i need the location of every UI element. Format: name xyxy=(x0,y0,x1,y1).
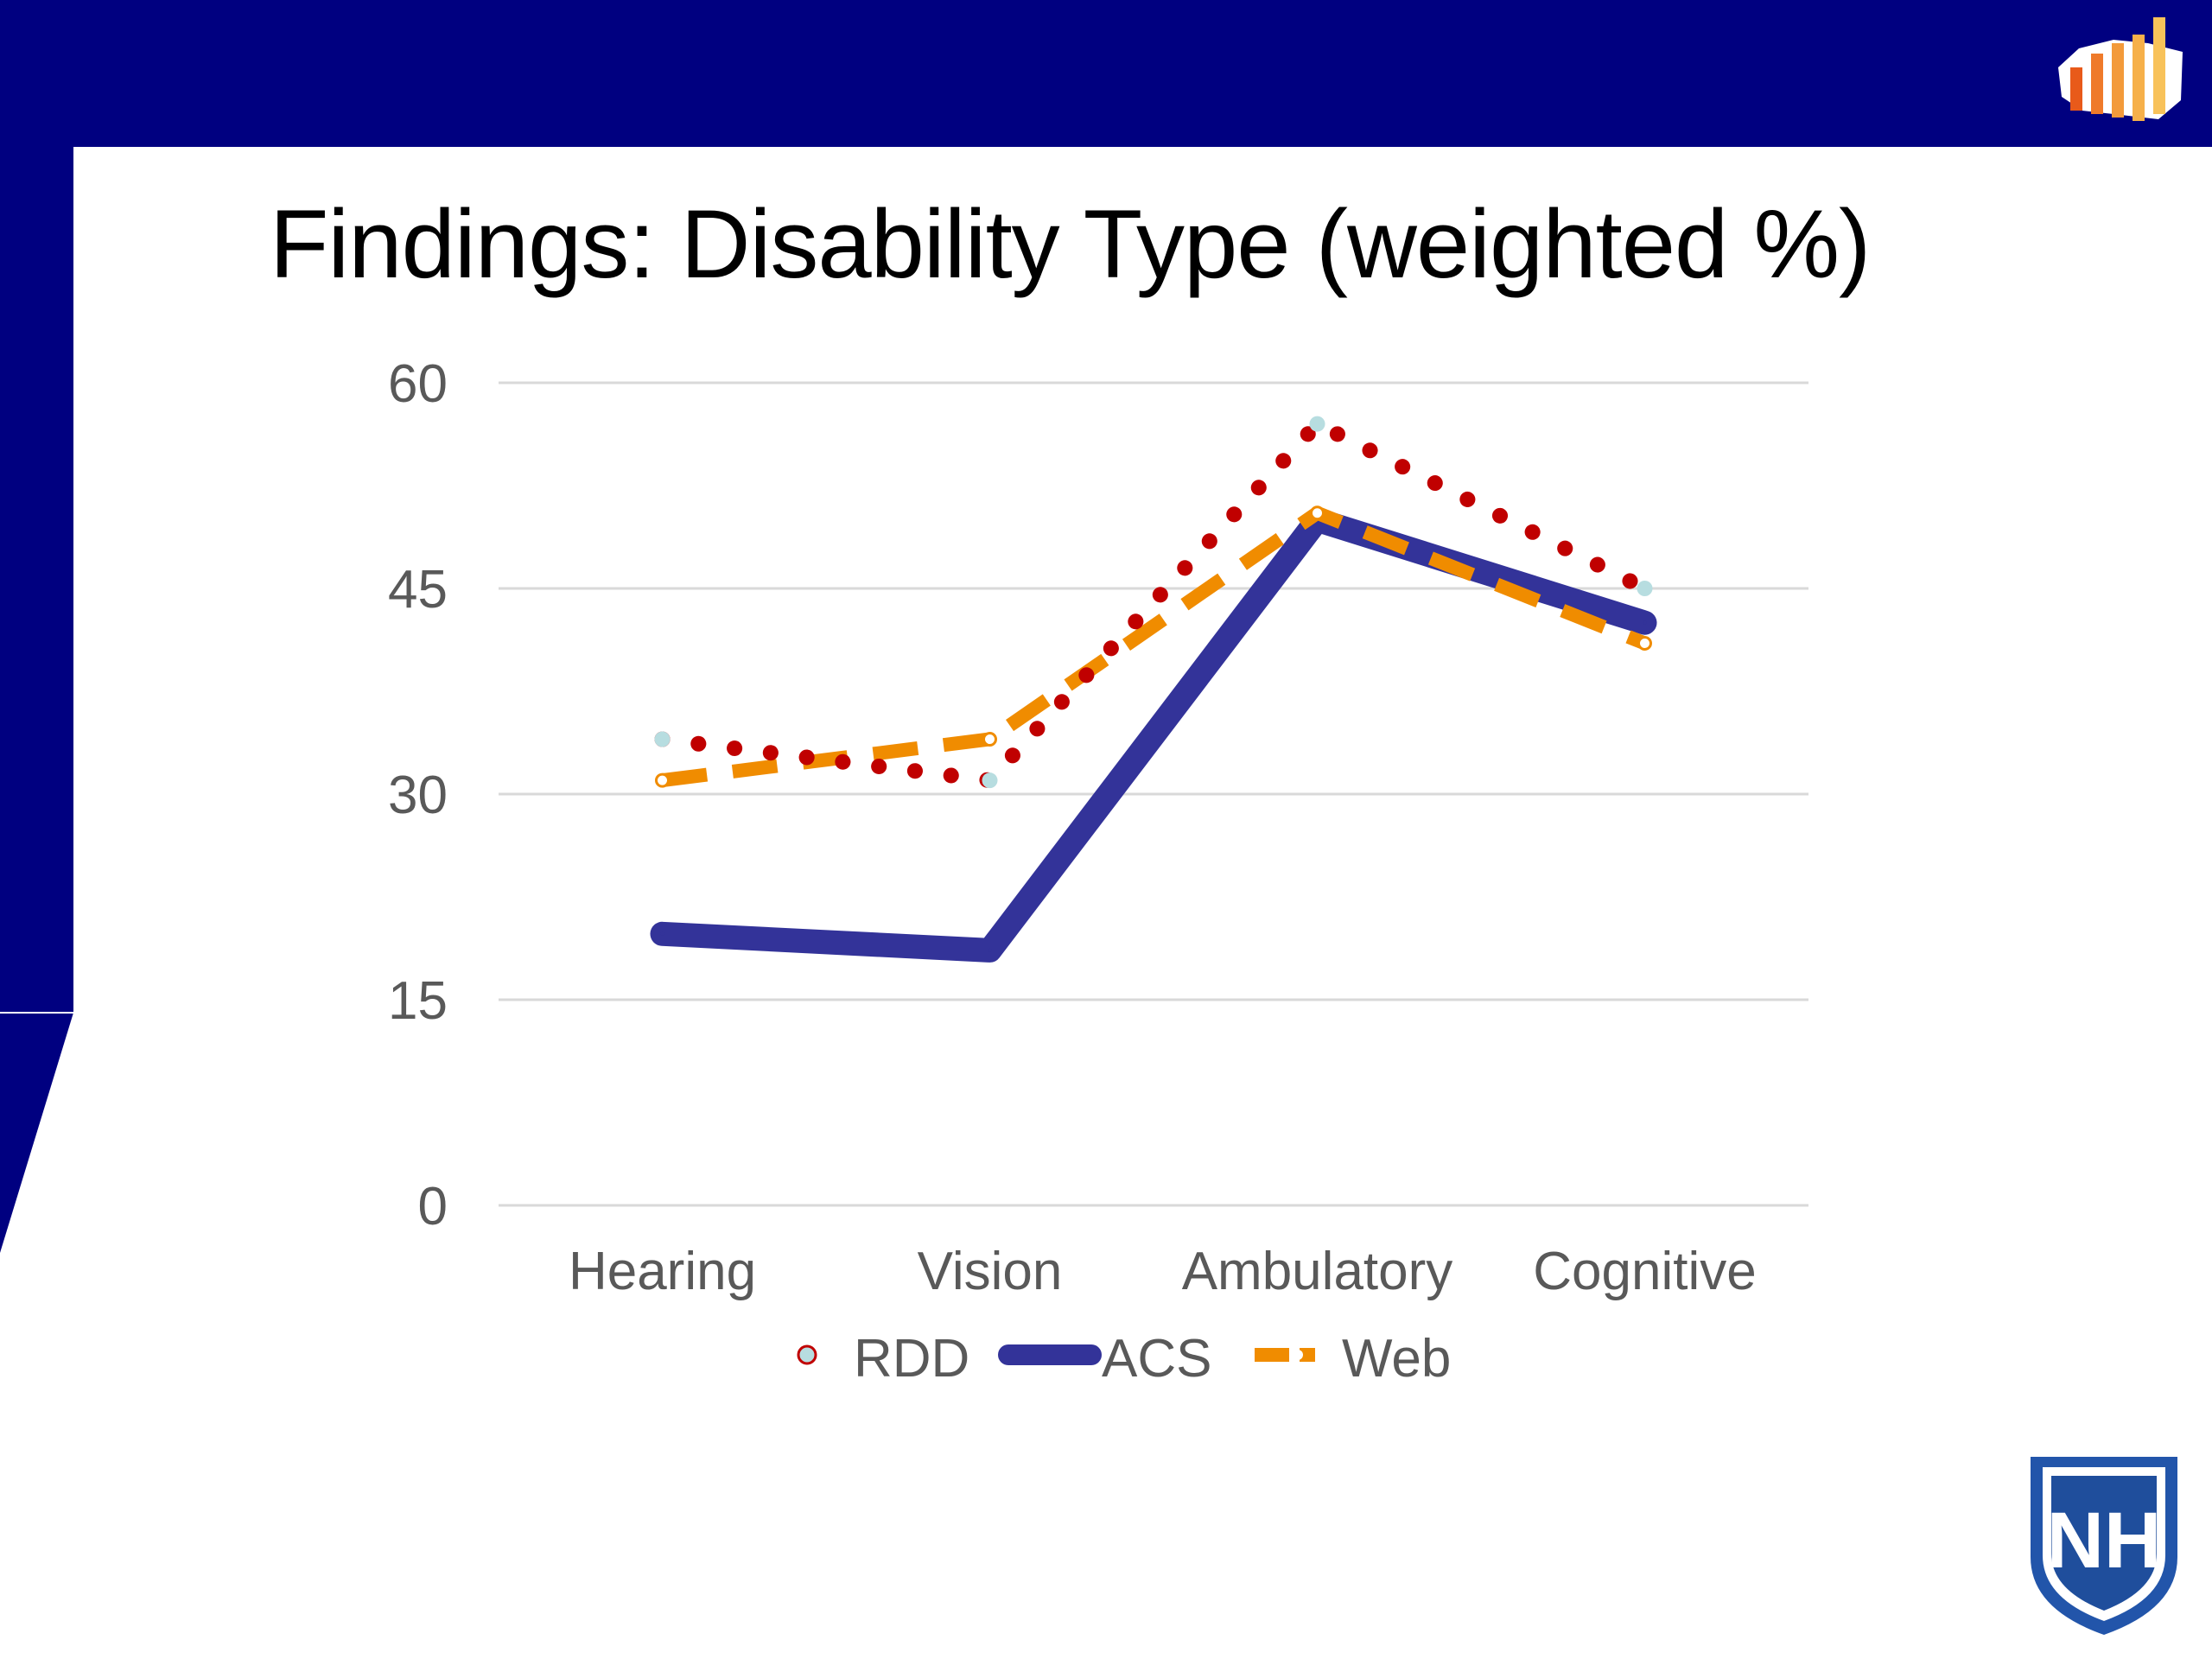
legend-marker-web xyxy=(1293,1350,1303,1360)
series-point-rdd xyxy=(1637,581,1653,596)
series-point-web xyxy=(982,732,997,747)
y-tick-label: 15 xyxy=(388,971,448,1031)
legend-label-web: Web xyxy=(1342,1329,1451,1389)
y-axis-ticks: 0 15 30 45 60 xyxy=(388,354,448,1236)
series-line-acs xyxy=(650,507,1657,963)
svg-text:NH: NH xyxy=(2047,1497,2162,1585)
series-point-web xyxy=(1310,505,1325,521)
series-line-web xyxy=(661,505,1648,788)
header-band xyxy=(0,0,2212,147)
x-category-label: Hearing xyxy=(569,1242,756,1301)
legend-label-rdd: RDD xyxy=(854,1329,969,1389)
x-category-label: Ambulatory xyxy=(1182,1242,1453,1301)
series-point-web xyxy=(655,772,670,788)
legend-swatch-rdd xyxy=(797,1344,817,1365)
series-point-rdd xyxy=(654,731,671,747)
slide-title: Findings: Disability Type (weighted %) xyxy=(270,190,1871,298)
y-tick-label: 0 xyxy=(418,1177,448,1236)
series-point-acs xyxy=(1643,620,1647,625)
x-axis-categories: Hearing Vision Ambulatory Cognitive xyxy=(569,1242,1757,1301)
legend-label-acs: ACS xyxy=(1102,1329,1211,1389)
y-tick-label: 60 xyxy=(388,354,448,414)
unh-shield-logo: NH xyxy=(2031,1457,2177,1635)
series-point-web xyxy=(1637,635,1652,651)
legend: RDD ACS Web xyxy=(797,1329,1451,1389)
series-point-rdd xyxy=(1309,416,1325,432)
series-layer xyxy=(650,416,1657,963)
grid-lines xyxy=(499,381,1808,1207)
series-point-acs xyxy=(660,931,664,936)
y-tick-label: 30 xyxy=(388,766,448,825)
left-band xyxy=(0,0,73,1013)
x-category-label: Cognitive xyxy=(1533,1242,1756,1301)
series-point-acs xyxy=(988,948,992,952)
bar-chart-usa-logo xyxy=(2058,17,2183,121)
y-tick-label: 45 xyxy=(388,560,448,620)
left-wedge xyxy=(0,1013,73,1253)
series-point-rdd xyxy=(982,772,998,789)
x-category-label: Vision xyxy=(918,1242,1063,1301)
